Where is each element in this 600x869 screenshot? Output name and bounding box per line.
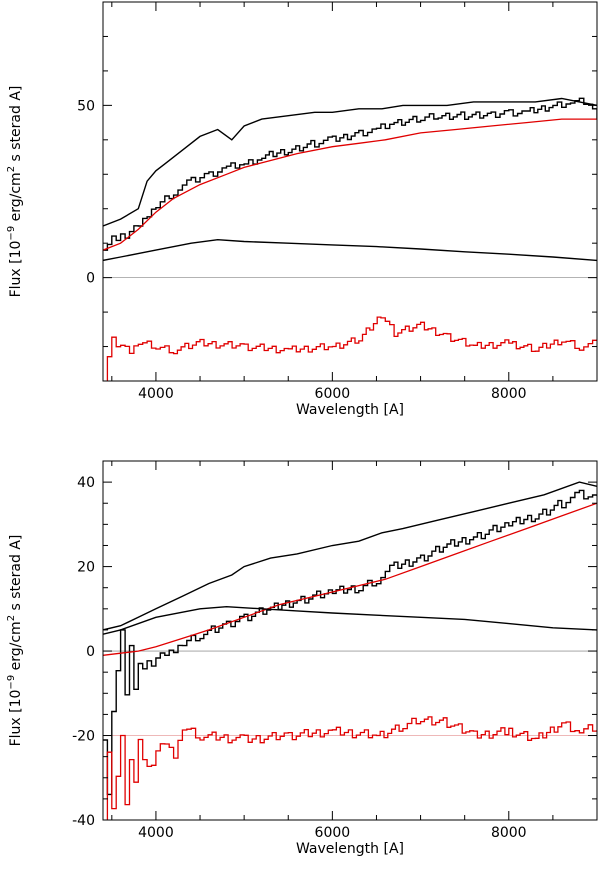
- x-tick-label: 4000: [138, 386, 174, 402]
- plot-frame: [102, 460, 598, 821]
- y-tick-label: 20: [77, 560, 95, 576]
- series-observed-spectrum: [103, 97, 597, 251]
- y-tick-label: -40: [72, 813, 95, 829]
- y-tick-label: 40: [77, 475, 95, 491]
- panel-1: 4000 6000 8000 0 50 Wavelength [A] Flux [10−9 …: [6, 1, 598, 418]
- panel-2: 4000 6000 8000 -40 -20 0 20 40 Wavelength [A] Flu…: [6, 460, 598, 857]
- series-residuals: [103, 316, 597, 381]
- y-axis-label: Flux [10−9 erg/cm2 s sterad A]: [6, 86, 24, 298]
- x-axis-label: Wavelength [A]: [296, 402, 404, 418]
- series-model-fit: [103, 502, 597, 656]
- series-model-fit: [103, 118, 597, 251]
- y-axis-label: Flux [10−9 erg/cm2 s sterad A]: [6, 535, 24, 747]
- x-tick-label: 4000: [138, 825, 174, 841]
- y-tick-label: 50: [77, 98, 95, 114]
- series-residuals: [106, 716, 597, 820]
- plot-frame: [102, 1, 598, 382]
- x-tick-label: 8000: [491, 386, 527, 402]
- y-tick-label: 0: [86, 271, 95, 287]
- series-upper-spectrum: [103, 481, 597, 631]
- x-axis-label: Wavelength [A]: [296, 841, 404, 857]
- x-tick-label: 6000: [315, 386, 351, 402]
- series-observed-spectrum: [103, 489, 597, 796]
- x-tick-label: 8000: [491, 825, 527, 841]
- series-upper-spectrum: [103, 97, 597, 227]
- y-tick-label: -20: [72, 729, 95, 745]
- y-tick-label: 0: [86, 644, 95, 660]
- series-lower-component: [103, 238, 597, 262]
- series-lower-component: [103, 605, 597, 635]
- x-tick-label: 6000: [315, 825, 351, 841]
